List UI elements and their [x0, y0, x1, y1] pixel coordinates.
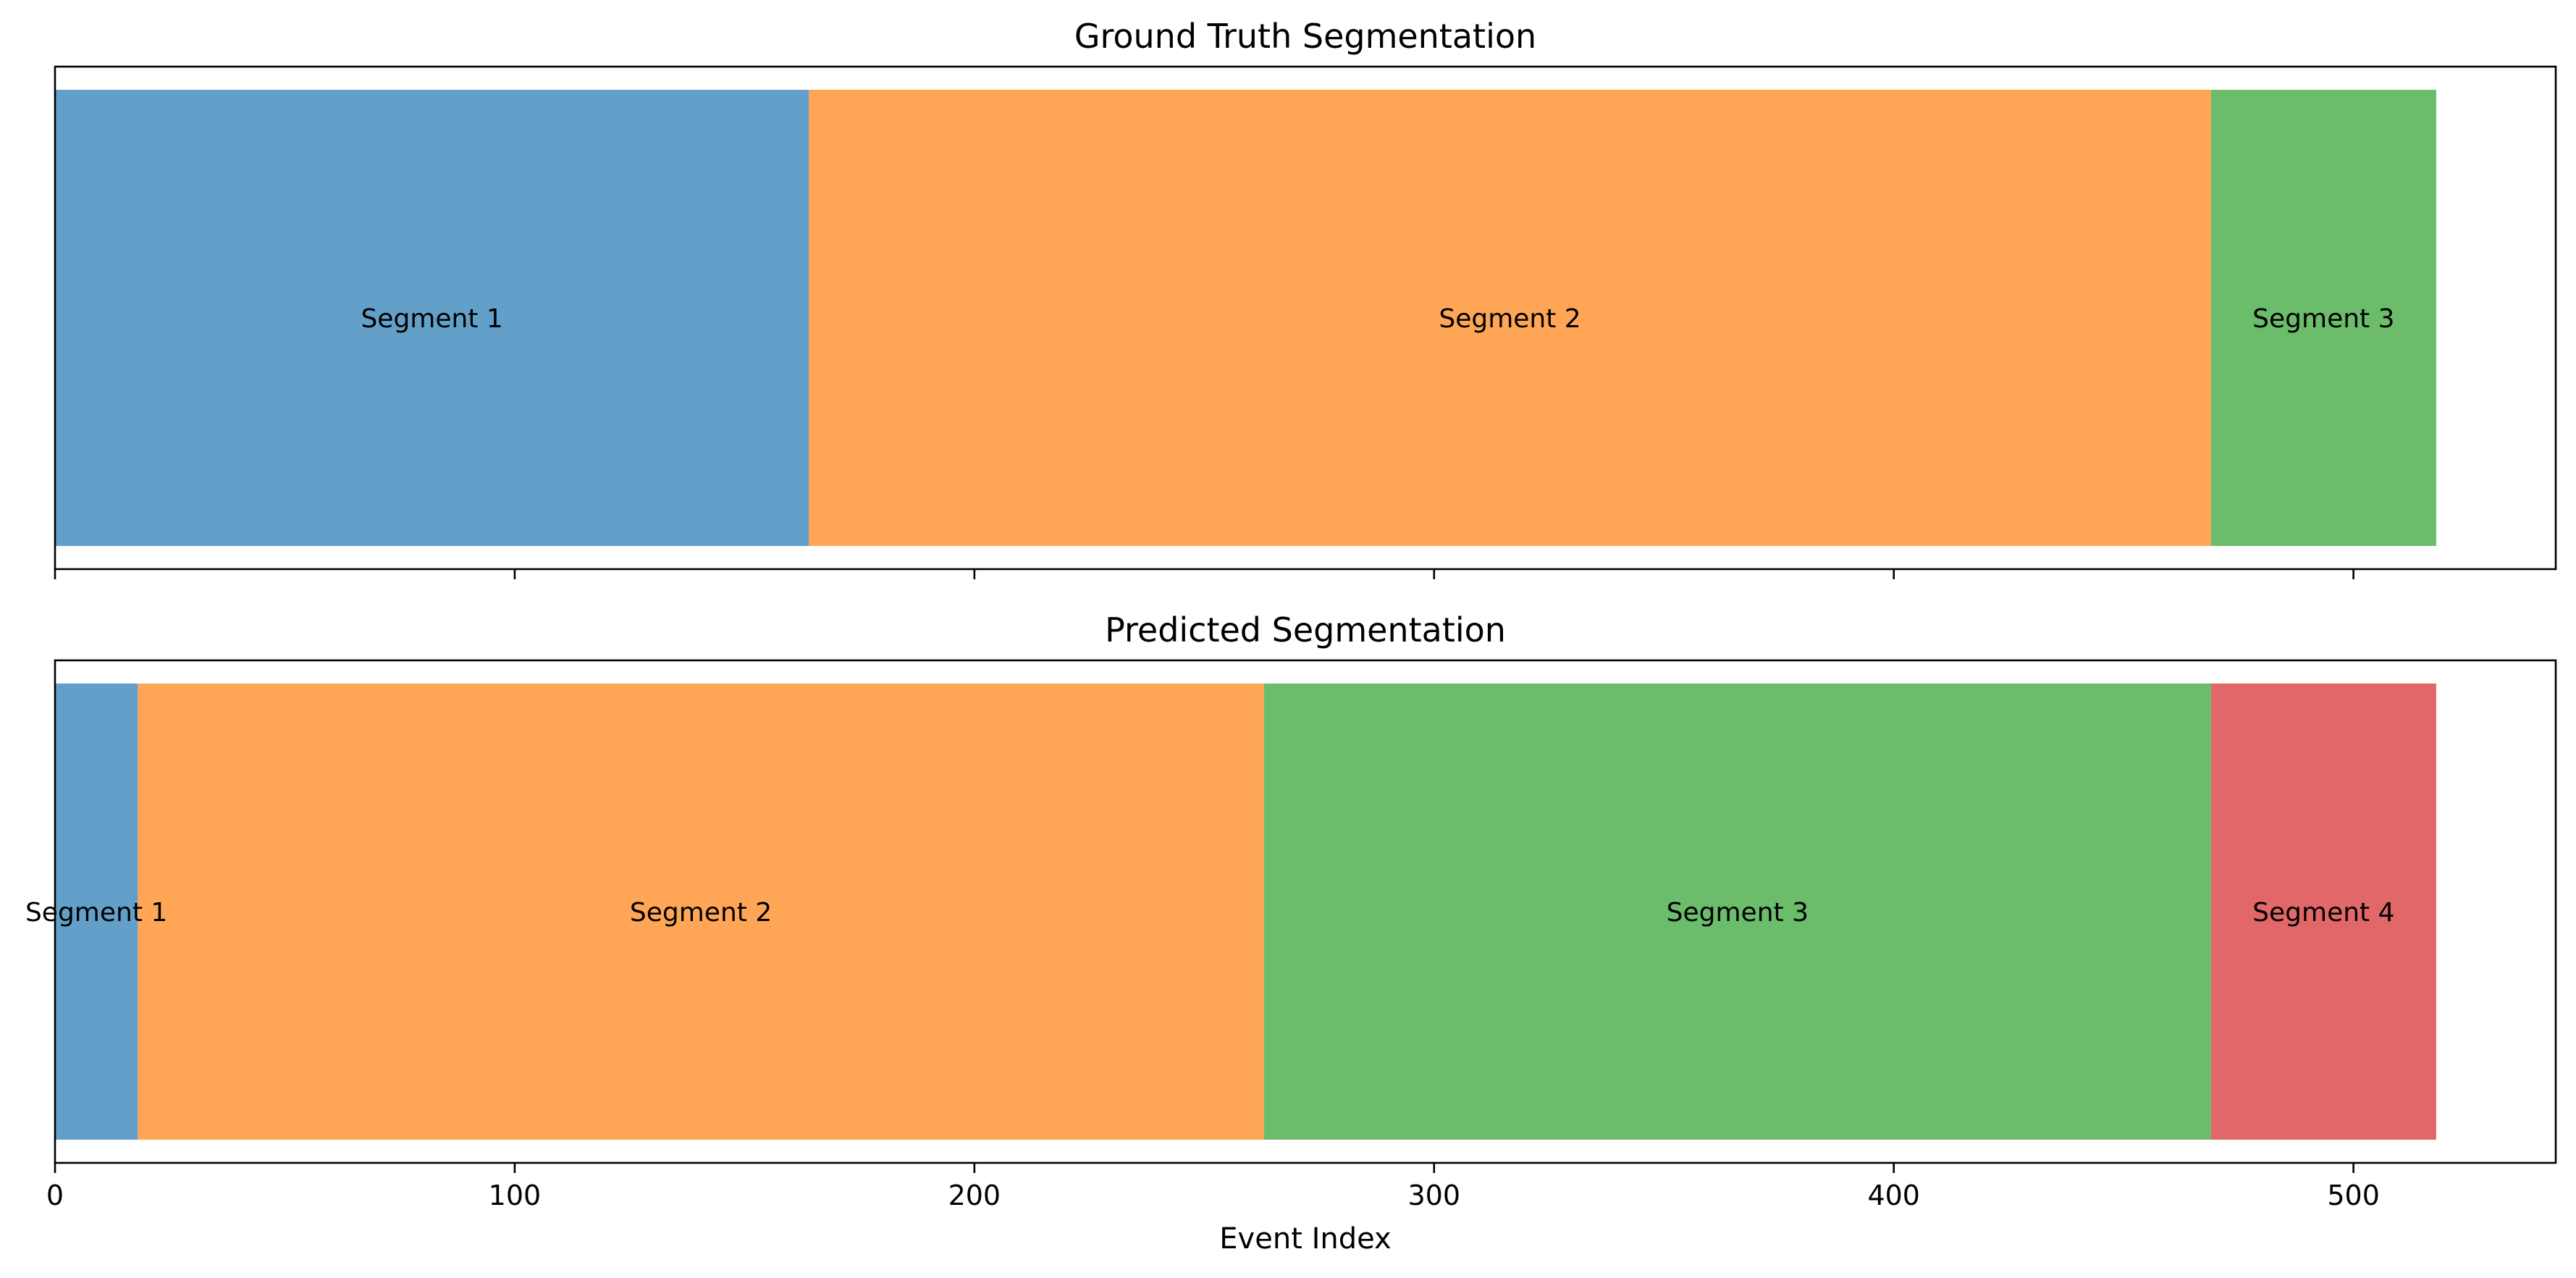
x-tick-label-200: 200 [948, 1180, 1001, 1211]
x-tick-label-300: 300 [1408, 1180, 1461, 1211]
chart-title-1: Ground Truth Segmentation [1074, 17, 1536, 56]
segment-bar-2-1 [55, 684, 138, 1140]
segment-bar-1-1 [55, 90, 809, 546]
segment-bar-2-3 [1263, 684, 2211, 1140]
segment-label-1-2: Segment 2 [1439, 304, 1580, 334]
axes-frame-2 [54, 659, 2557, 1164]
segment-label-2-1: Segment 1 [25, 898, 167, 928]
x-tick-label-400: 400 [1867, 1180, 1920, 1211]
axes-frame-1 [54, 65, 2557, 571]
segment-bar-1-3 [2210, 90, 2436, 546]
x-tick-label-0: 0 [46, 1180, 64, 1211]
x-axis-label: Event Index [1219, 1222, 1391, 1256]
segment-label-2-2: Segment 2 [630, 898, 772, 928]
segment-bar-2-4 [2210, 684, 2436, 1140]
segment-label-1-1: Segment 1 [361, 304, 502, 334]
segment-label-2-3: Segment 3 [1667, 898, 1809, 928]
x-tick-label-500: 500 [2327, 1180, 2380, 1211]
segment-bar-2-2 [138, 684, 1264, 1140]
segment-bar-1-2 [809, 90, 2211, 546]
x-tick-label-100: 100 [489, 1180, 542, 1211]
segment-label-1-3: Segment 3 [2252, 304, 2394, 334]
segment-label-2-4: Segment 4 [2252, 898, 2394, 928]
chart-title-2: Predicted Segmentation [1105, 610, 1506, 649]
